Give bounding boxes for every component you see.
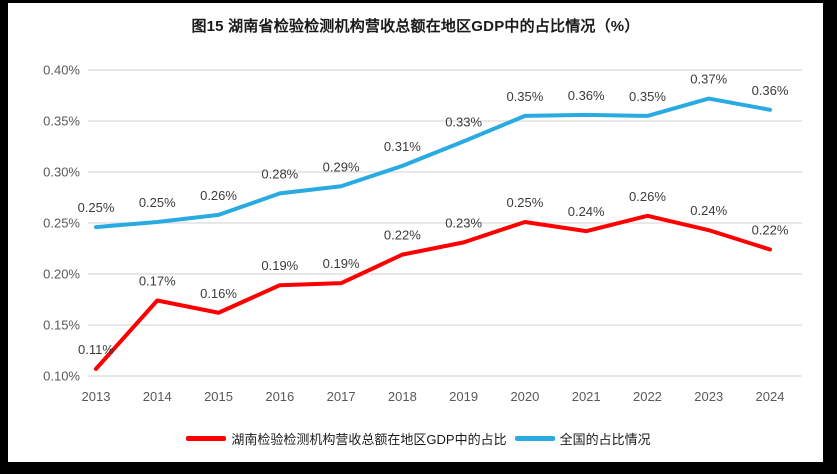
legend-swatch-hunan-icon — [186, 436, 227, 441]
chart-canvas — [8, 3, 823, 462]
chart-title: 图15 湖南省检验检测机构营收总额在地区GDP中的占比情况（%） — [191, 18, 640, 35]
legend-label-hunan: 湖南检验检测机构营收总额在地区GDP中的占比 — [231, 432, 507, 447]
chart-legend: 湖南检验检测机构营收总额在地区GDP中的占比 全国的占比情况 — [0, 429, 837, 448]
legend-label-national: 全国的占比情况 — [559, 432, 651, 447]
legend-swatch-national-icon — [514, 436, 555, 441]
